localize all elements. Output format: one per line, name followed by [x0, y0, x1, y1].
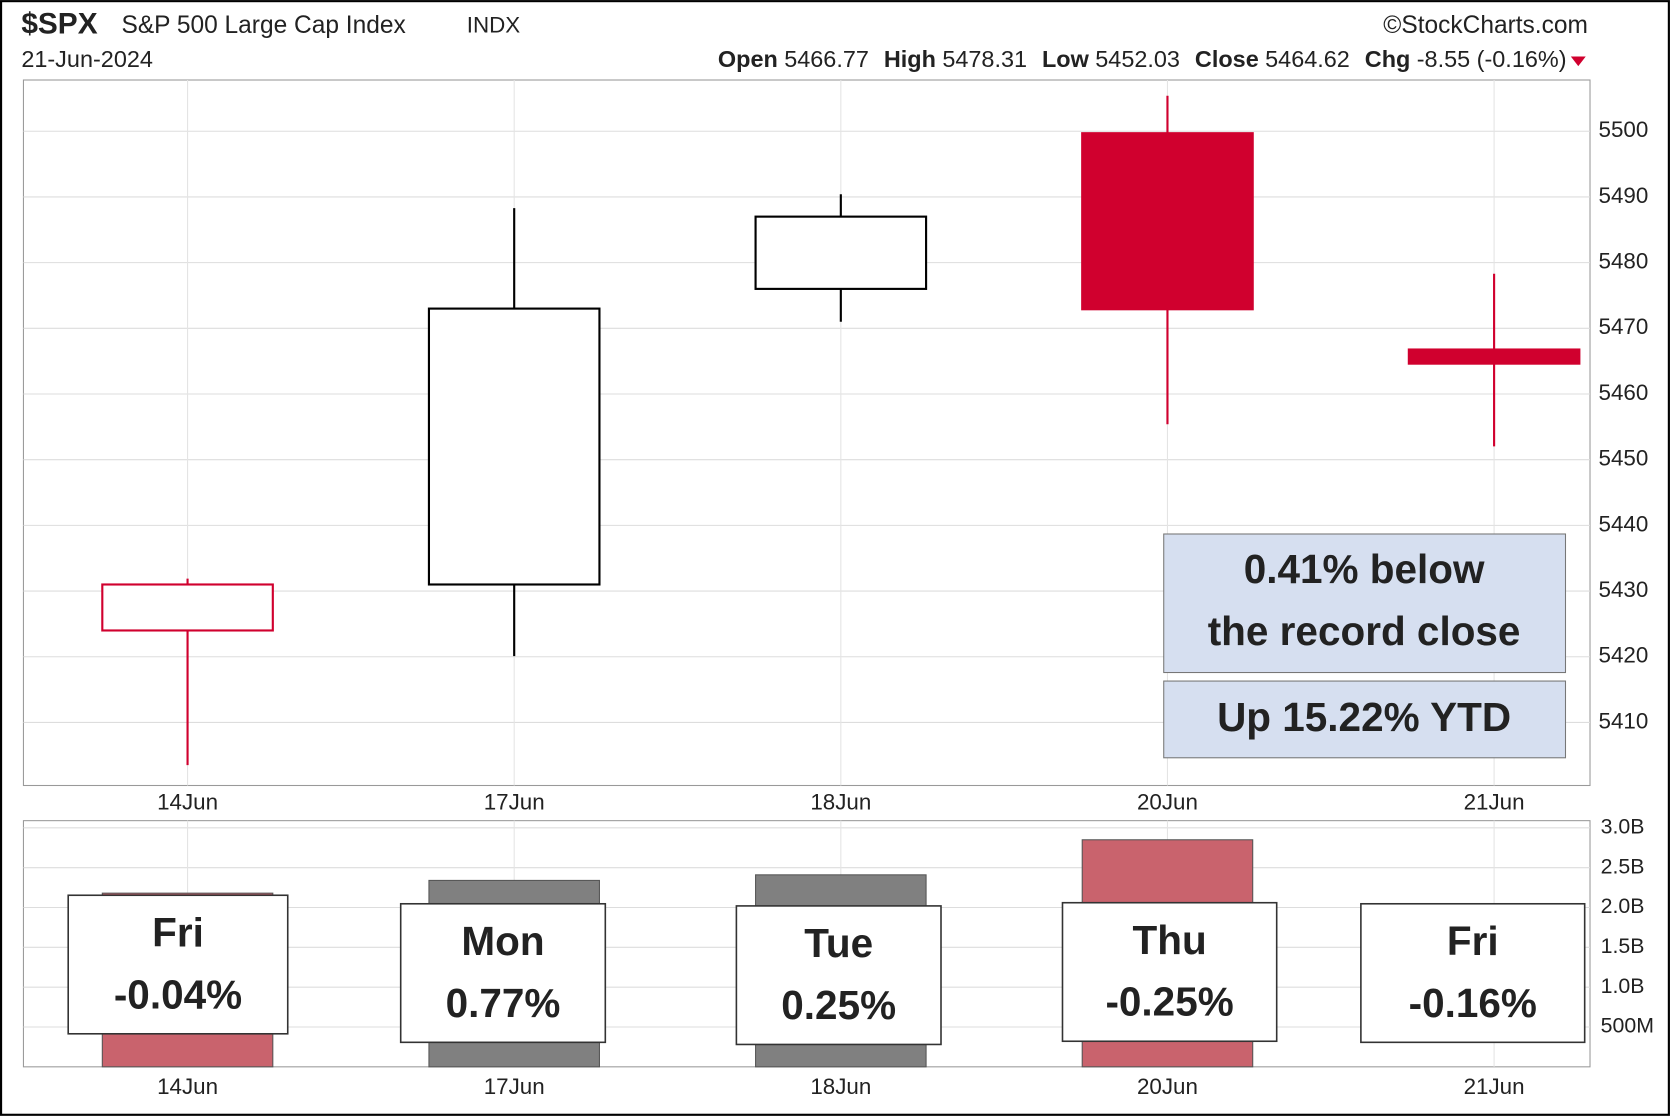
- x-tick-label: 20Jun: [1137, 790, 1198, 815]
- quote-value: 5478.31: [942, 46, 1027, 72]
- y-tick-label: 5450: [1599, 446, 1649, 471]
- day-change: 0.25%: [781, 982, 896, 1028]
- y-tick-label: 1.0B: [1601, 974, 1645, 998]
- day-name: Fri: [152, 909, 204, 955]
- note-text: the record close: [1208, 608, 1521, 654]
- index-name: S&P 500 Large Cap Index: [121, 12, 405, 39]
- x-tick-label: 17Jun: [484, 790, 545, 815]
- y-tick-label: 500M: [1601, 1014, 1654, 1038]
- day-change: 0.77%: [446, 980, 561, 1026]
- quote-label: Chg: [1365, 46, 1411, 72]
- x-tick-label: 20Jun: [1137, 1074, 1198, 1099]
- note-text: 0.41% below: [1244, 546, 1485, 592]
- quote-label: Close: [1195, 46, 1259, 72]
- quote-value: 5464.62: [1265, 46, 1350, 72]
- candle-body: [1081, 132, 1254, 311]
- y-tick-label: 5430: [1599, 577, 1649, 602]
- quote-value: 5466.77: [784, 46, 869, 72]
- quote-label: Low: [1042, 46, 1090, 72]
- quote-line: Open 5466.77 High 5478.31 Low 5452.03 Close 546…: [718, 46, 1567, 72]
- day-box: [735, 905, 942, 1046]
- day-box: [1061, 901, 1278, 1043]
- x-tick-label: 21Jun: [1464, 790, 1525, 815]
- y-tick-label: 5500: [1599, 117, 1649, 142]
- x-tick-label: 21Jun: [1464, 1074, 1525, 1099]
- y-tick-label: 5460: [1599, 380, 1649, 405]
- day-change: -0.25%: [1105, 979, 1233, 1025]
- day-change: -0.16%: [1409, 980, 1537, 1026]
- down-arrow: [1570, 56, 1586, 67]
- y-tick-label: 3.0B: [1601, 814, 1645, 838]
- y-tick-label: 5410: [1599, 708, 1649, 733]
- day-name: Thu: [1132, 917, 1206, 963]
- quote-value: -8.55 (-0.16%): [1417, 46, 1567, 72]
- x-tick-label: 14Jun: [157, 1074, 218, 1099]
- notes: 0.41% below the record close Up 15.22% Y…: [1163, 533, 1567, 759]
- day-name: Tue: [804, 920, 873, 966]
- y-tick-label: 2.0B: [1601, 894, 1645, 918]
- y-tick-label: 1.5B: [1601, 934, 1645, 958]
- credit: ©StockCharts.com: [1383, 12, 1588, 39]
- y-tick-label: 5470: [1599, 314, 1649, 339]
- candle-body: [1407, 348, 1581, 365]
- exchange: INDX: [467, 13, 521, 38]
- quote-label: Open: [718, 46, 778, 72]
- note-text: Up 15.22% YTD: [1217, 694, 1511, 740]
- price-pane: [22, 79, 1591, 787]
- day-name: Fri: [1447, 918, 1499, 964]
- y-tick-label: 2.5B: [1601, 854, 1645, 878]
- x-tick-label: 17Jun: [484, 1074, 545, 1099]
- day-box: [399, 902, 607, 1044]
- x-tick-label: 18Jun: [810, 1074, 871, 1099]
- candle-body: [754, 215, 928, 290]
- candle-body: [427, 307, 601, 586]
- day-name: Mon: [461, 918, 544, 964]
- y-tick-label: 5490: [1599, 183, 1649, 208]
- note-box: [1163, 680, 1567, 759]
- note-box: [1163, 533, 1567, 674]
- day-change: -0.04%: [114, 971, 242, 1017]
- x-tick-label: 14Jun: [157, 790, 218, 815]
- quote-value: 5452.03: [1095, 46, 1180, 72]
- y-tick-label: 5440: [1599, 511, 1649, 536]
- date: 21-Jun-2024: [21, 46, 153, 72]
- x-tick-label: 18Jun: [810, 790, 871, 815]
- quote-label: High: [884, 46, 936, 72]
- symbol: $SPX: [21, 8, 97, 41]
- day-box: [67, 894, 289, 1035]
- y-tick-label: 5480: [1599, 249, 1649, 274]
- y-tick-label: 5420: [1599, 643, 1649, 668]
- day-box: [1360, 902, 1586, 1044]
- candle-body: [101, 583, 274, 632]
